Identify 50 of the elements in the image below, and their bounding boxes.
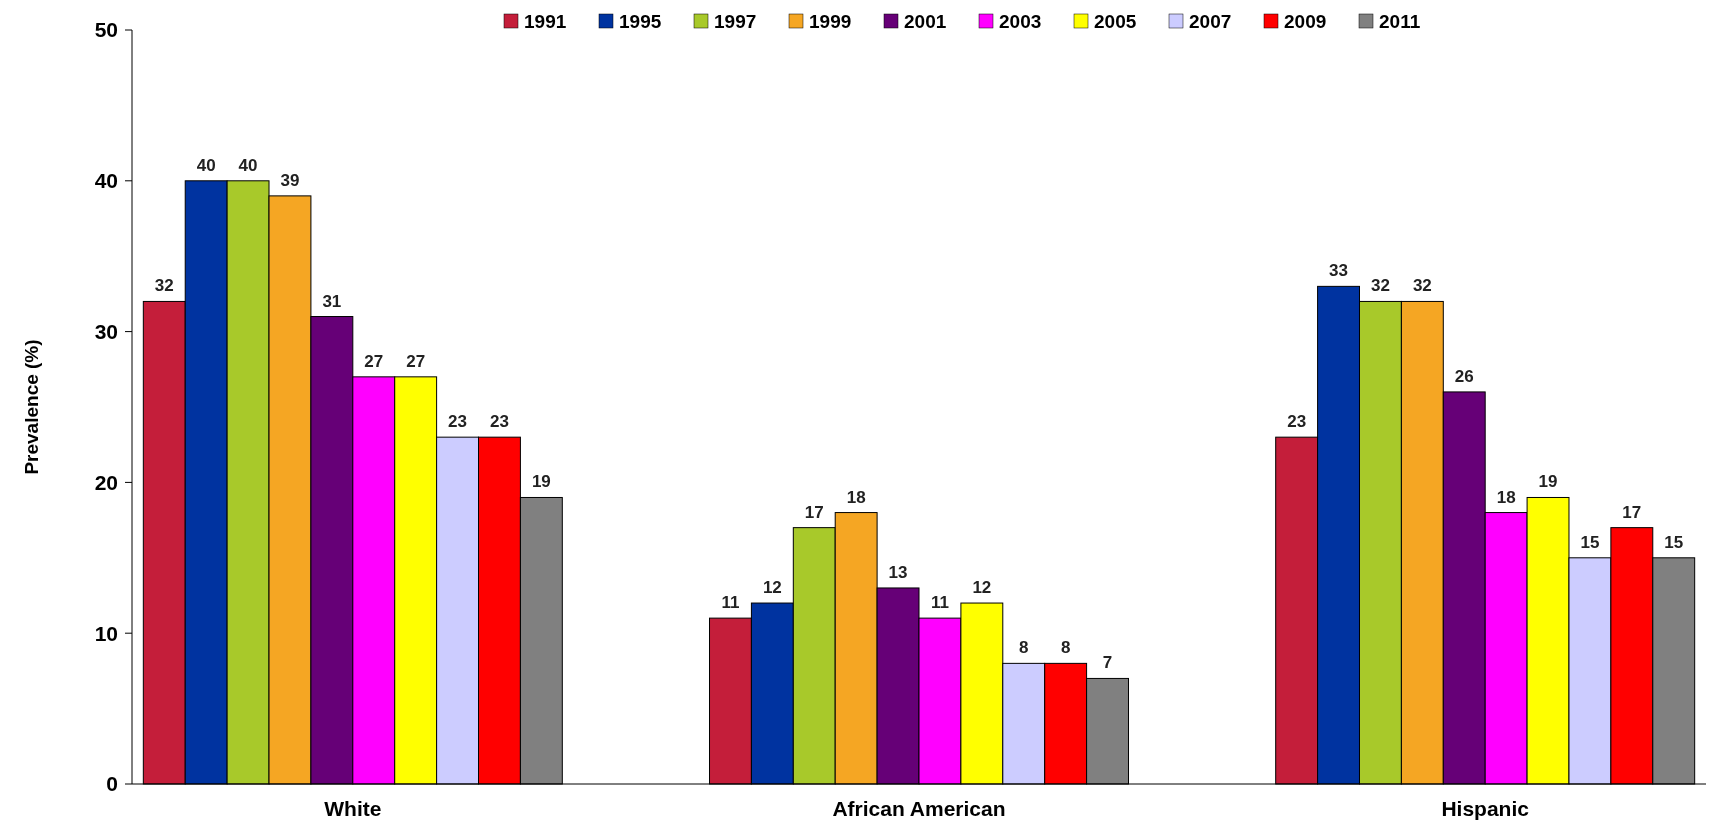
data-label: 32 (154, 276, 174, 296)
data-label: 27 (406, 351, 426, 371)
data-label: 17 (1622, 502, 1642, 522)
x-tick-label: African American (832, 797, 1006, 820)
legend-label: 2007 (1189, 10, 1232, 32)
y-tick-label: 30 (94, 319, 118, 343)
legend-label: 1997 (714, 10, 757, 32)
data-label: 8 (1019, 638, 1029, 658)
data-label: 23 (1287, 412, 1307, 432)
x-tick-label: White (324, 797, 382, 820)
data-label: 23 (448, 412, 468, 432)
data-label: 27 (364, 351, 384, 371)
data-label: 40 (238, 155, 258, 175)
data-label: 8 (1060, 638, 1071, 658)
data-label: 15 (1580, 532, 1600, 552)
data-label: 7 (1102, 653, 1113, 673)
data-label: 13 (888, 562, 908, 582)
data-label: 32 (1370, 276, 1390, 296)
legend-label: 2003 (999, 10, 1042, 32)
legend-label: 2005 (1094, 10, 1137, 32)
data-label: 15 (1664, 532, 1684, 552)
data-label: 17 (804, 502, 824, 522)
data-label: 23 (489, 412, 509, 432)
y-axis-title: Prevalence (%) (21, 339, 42, 475)
legend-label: 1991 (524, 10, 567, 32)
data-label: 40 (196, 155, 216, 175)
data-label: 31 (322, 291, 342, 311)
data-label: 18 (846, 487, 866, 507)
y-tick-label: 10 (94, 621, 118, 645)
legend-label: 1999 (809, 10, 852, 32)
legend-label: 2009 (1284, 10, 1327, 32)
data-label: 39 (280, 170, 300, 190)
legend-label: 1995 (619, 10, 662, 32)
data-label: 26 (1454, 366, 1474, 386)
y-tick-label: 0 (106, 772, 118, 796)
data-label: 12 (972, 578, 992, 598)
legend-label: 2001 (904, 10, 947, 32)
legend-label: 2011 (1379, 10, 1421, 32)
x-tick-label: Hispanic (1441, 797, 1530, 820)
y-tick-label: 50 (94, 18, 118, 42)
data-label: 32 (1412, 276, 1432, 296)
data-label: 19 (1538, 472, 1558, 492)
data-label: 33 (1329, 261, 1349, 281)
data-label: 19 (531, 472, 551, 492)
y-tick-label: 40 (94, 169, 118, 193)
data-label: 18 (1496, 487, 1516, 507)
data-label: 12 (762, 578, 782, 598)
data-label: 11 (930, 593, 949, 613)
y-tick-label: 20 (94, 470, 118, 494)
data-label: 11 (721, 593, 740, 613)
